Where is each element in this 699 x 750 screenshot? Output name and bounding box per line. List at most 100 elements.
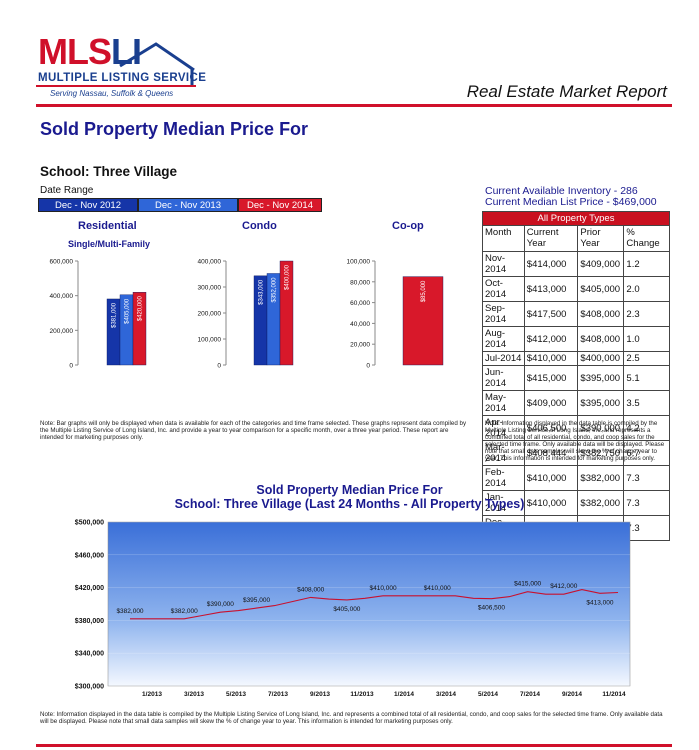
series-line bbox=[130, 589, 619, 620]
data-label: $408,000 bbox=[297, 586, 324, 593]
table-cell: $395,000 bbox=[577, 390, 625, 417]
logo: MLSLI bbox=[38, 31, 142, 72]
table-cell: 1.0 bbox=[623, 326, 670, 352]
data-label: $412,000 bbox=[550, 583, 577, 590]
y-tick-label: 100,000 bbox=[198, 337, 222, 344]
house-roof-icon bbox=[119, 42, 195, 86]
table-cell: $414,000 bbox=[523, 251, 579, 277]
bar-note: Note: Bar graphs will only be displayed … bbox=[40, 420, 467, 441]
y-tick-label: 0 bbox=[366, 363, 370, 370]
y-tick-label: 20,000 bbox=[350, 342, 370, 349]
y-tick-label: 80,000 bbox=[350, 279, 370, 286]
data-label: $382,000 bbox=[171, 608, 198, 615]
y-tick-label: 0 bbox=[69, 363, 73, 370]
bar-value-label: $85,000 bbox=[421, 280, 427, 302]
inventory-available: Current Available Inventory - 286 bbox=[485, 185, 638, 197]
y-tick-label: 100,000 bbox=[347, 259, 371, 266]
y-tick-label: 600,000 bbox=[50, 259, 74, 266]
table-cell: Sep-2014 bbox=[482, 301, 525, 327]
table-cell: May-2014 bbox=[482, 390, 525, 417]
y-tick-label: 200,000 bbox=[198, 311, 222, 318]
table-row: Sep-2014 $417,500 $408,000 2.3 bbox=[482, 301, 670, 327]
table-cell: Jun-2014 bbox=[482, 365, 525, 392]
header-rule bbox=[36, 104, 672, 107]
data-label: $395,000 bbox=[243, 597, 270, 604]
table-row: Apr-2014 $406,500 $390,000 4.2 bbox=[482, 415, 670, 442]
table-cell: Apr-2014 bbox=[482, 415, 525, 442]
table-cell: $405,000 bbox=[577, 276, 625, 302]
bar-value-label: $420,000 bbox=[138, 296, 144, 322]
table-cell: 7.3 bbox=[623, 465, 670, 492]
y-tick-label: $300,000 bbox=[75, 684, 104, 691]
table-cell: 2.5 bbox=[623, 350, 670, 367]
x-tick-label: 5/2013 bbox=[226, 691, 246, 698]
table-cell: 2.0 bbox=[623, 276, 670, 302]
table-cell: $413,000 bbox=[523, 276, 579, 302]
table-cell: $382,750 bbox=[577, 440, 625, 467]
date-range-label: Date Range bbox=[40, 185, 94, 196]
y-tick-label: $420,000 bbox=[75, 585, 104, 592]
plot-area bbox=[107, 521, 631, 687]
data-label: $413,000 bbox=[586, 599, 613, 606]
x-tick-label: 5/2014 bbox=[478, 691, 498, 698]
line-chart-subtitle: School: Three Village (Last 24 Months - … bbox=[174, 497, 525, 511]
x-tick-label: 3/2013 bbox=[184, 691, 204, 698]
x-tick-label: 1/2013 bbox=[142, 691, 162, 698]
bar bbox=[279, 260, 294, 366]
table-cell: $408,000 bbox=[577, 326, 625, 352]
table-row: Jul-2014 $410,000 $400,000 2.5 bbox=[482, 350, 670, 367]
legend-2014: Dec - Nov 2014 bbox=[238, 198, 322, 212]
bar-value-label: $343,000 bbox=[259, 279, 265, 305]
x-tick-label: 3/2014 bbox=[436, 691, 456, 698]
footer-rule bbox=[36, 744, 672, 747]
table-cell: 2.3 bbox=[623, 301, 670, 327]
table-cell: $382,000 bbox=[577, 490, 625, 517]
legend-2012: Dec - Nov 2012 bbox=[38, 198, 138, 212]
table-cell: $408,444 bbox=[523, 440, 579, 467]
table-note: Note: Information displayed in the data … bbox=[485, 420, 665, 462]
bar-value-label: $405,000 bbox=[125, 298, 131, 324]
table-row: Aug-2014 $412,000 $408,000 1.0 bbox=[482, 326, 670, 352]
table-cell: $408,000 bbox=[577, 301, 625, 327]
page-title: Sold Property Median Price For bbox=[40, 119, 309, 139]
table-cell: $406,500 bbox=[523, 415, 579, 442]
table-cell: 5.1 bbox=[623, 365, 670, 392]
col-month: Month bbox=[482, 225, 525, 252]
condo-label: Condo bbox=[242, 220, 277, 232]
report-title: Real Estate Market Report bbox=[466, 82, 667, 101]
y-tick-label: 40,000 bbox=[350, 321, 370, 328]
logo-subtitle: MULTIPLE LISTING SERVICE bbox=[38, 72, 207, 84]
line-chart: $300,000 $340,000 $380,000 $420,000 $460,000… bbox=[75, 520, 631, 698]
table-cell: 7.3 bbox=[623, 490, 670, 517]
legend-2013: Dec - Nov 2013 bbox=[138, 198, 238, 212]
table-row: Oct-2014 $413,000 $405,000 2.0 bbox=[482, 276, 670, 302]
table-cell: $390,000 bbox=[577, 415, 625, 442]
data-label: $415,000 bbox=[514, 581, 541, 588]
table-cell: $415,000 bbox=[523, 365, 579, 392]
col-change: % Change bbox=[623, 225, 670, 252]
table-cell: Nov-2014 bbox=[482, 251, 525, 277]
logo-divider bbox=[36, 85, 196, 87]
y-tick-label: 200,000 bbox=[50, 328, 74, 335]
bar-value-label: $400,000 bbox=[285, 264, 291, 290]
bar-value-label: $352,000 bbox=[272, 277, 278, 303]
data-label: $405,000 bbox=[333, 606, 360, 613]
y-tick-label: 60,000 bbox=[350, 300, 370, 307]
table-cell: 6.7 bbox=[623, 440, 670, 467]
table-cell: 3.5 bbox=[623, 390, 670, 417]
data-label: $410,000 bbox=[369, 585, 396, 592]
table-title: All Property Types bbox=[482, 211, 670, 226]
table-row: Jun-2014 $415,000 $395,000 5.1 bbox=[482, 365, 670, 392]
table-cell: Oct-2014 bbox=[482, 276, 525, 302]
x-tick-label: 1/2014 bbox=[394, 691, 414, 698]
table-cell: $400,000 bbox=[577, 350, 625, 367]
y-tick-label: $380,000 bbox=[75, 618, 104, 625]
bottom-note: Note: Information displayed in the data … bbox=[40, 711, 663, 725]
y-tick-label: $340,000 bbox=[75, 651, 104, 658]
logo-tagline: Serving Nassau, Suffolk & Queens bbox=[50, 89, 174, 98]
data-label: $390,000 bbox=[207, 601, 234, 608]
line-chart-title: Sold Property Median Price For bbox=[256, 483, 443, 497]
y-tick-label: 400,000 bbox=[50, 293, 74, 300]
bar bbox=[402, 276, 444, 366]
table-cell: $409,000 bbox=[577, 251, 625, 277]
